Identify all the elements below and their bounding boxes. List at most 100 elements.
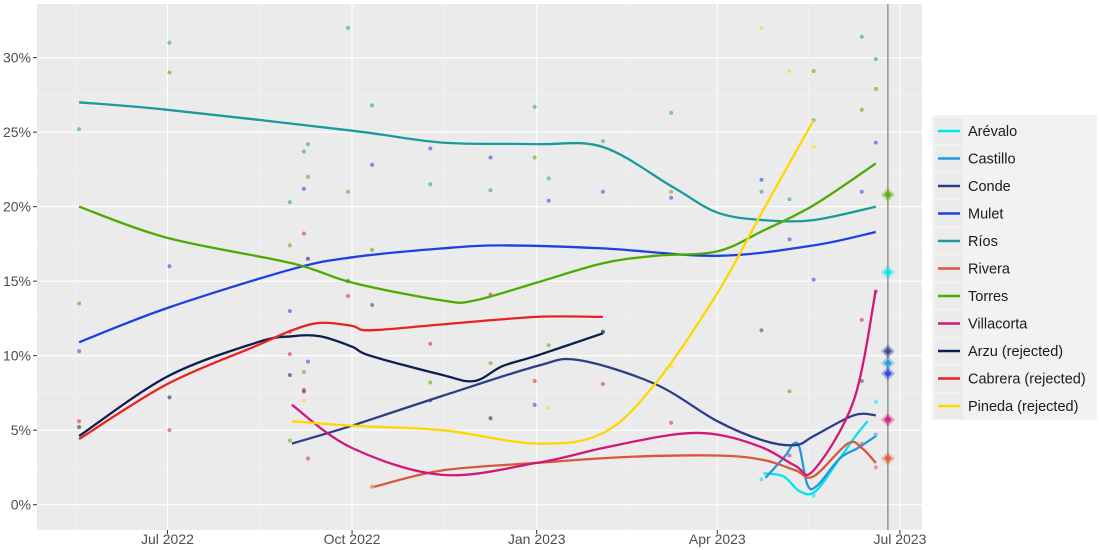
- poll-point-mulet: [811, 277, 816, 282]
- poll-point-mulet: [873, 140, 878, 145]
- poll-point-mulet: [759, 177, 764, 182]
- trend-line-torres: [78, 162, 877, 304]
- poll-point-torres: [287, 438, 292, 443]
- poll-point-conde: [859, 378, 864, 383]
- poll-point-pineda-rejected: [787, 69, 792, 74]
- y-axis: 0% 5% 10% 15% 20% 25% 30%: [3, 50, 37, 513]
- poll-point-pineda-rejected: [811, 145, 816, 150]
- legend-label-torres: Torres: [968, 289, 1008, 305]
- poll-point-torres: [428, 380, 433, 385]
- poll-point-r-os: [488, 188, 493, 193]
- gridlines: [37, 4, 922, 530]
- poll-point-mulet: [428, 146, 433, 151]
- poll-point-arzu-rejected: [488, 416, 493, 421]
- x-tick-label: Apr 2023: [689, 531, 746, 547]
- poll-point-mulet: [600, 189, 605, 194]
- poll-point-rivera: [873, 465, 878, 470]
- x-tick-label: Jul 2023: [873, 531, 926, 547]
- poll-point-torres: [546, 343, 551, 348]
- poll-point-mulet: [370, 162, 375, 167]
- poll-point-torres: [669, 189, 674, 194]
- poll-point-torres: [811, 69, 816, 74]
- result-marker-core-castillo: [883, 359, 892, 368]
- poll-point-villacorta: [859, 317, 864, 322]
- y-tick-label: 15%: [3, 273, 31, 289]
- y-tick-label: 5%: [11, 422, 31, 438]
- x-tick-label: Jan 2023: [508, 531, 566, 547]
- x-tick-label: Jul 2022: [141, 531, 194, 547]
- poll-point-cabrera-rejected: [600, 381, 605, 386]
- poll-point-r-os: [600, 139, 605, 144]
- poll-point-r-os: [167, 40, 172, 45]
- poll-point-torres: [346, 189, 351, 194]
- poll-point-r-os: [301, 149, 306, 154]
- trend-line-mulet: [78, 230, 877, 344]
- poll-point-mulet: [787, 237, 792, 242]
- poll-point-r-os: [859, 34, 864, 39]
- poll-point-cabrera-rejected: [301, 387, 306, 392]
- poll-point-arzu-rejected: [77, 425, 82, 430]
- poll-point-ar-valo: [759, 477, 764, 482]
- poll-point-mulet: [305, 359, 310, 364]
- y-tick-label: 10%: [3, 348, 31, 364]
- poll-point-mulet: [287, 308, 292, 313]
- poll-point-r-os: [305, 142, 310, 147]
- poll-point-conde: [370, 302, 375, 307]
- trend-line-pineda-rejected: [291, 119, 815, 445]
- poll-point-r-os: [546, 176, 551, 181]
- y-tick-label: 20%: [3, 199, 31, 215]
- poll-point-mulet: [77, 349, 82, 354]
- legend-label-arzu-rejected: Arzu (rejected): [968, 344, 1063, 360]
- poll-point-villacorta: [787, 453, 792, 458]
- legend-label-ar-valo: Arévalo: [968, 124, 1017, 140]
- poll-point-cabrera-rejected: [428, 341, 433, 346]
- result-marker-core-rivera: [883, 454, 892, 463]
- trend-line-ar-valo: [763, 420, 869, 496]
- poll-point-r-os: [532, 104, 537, 109]
- x-axis: Jul 2022 Oct 2022 Jan 2023 Apr 2023 Jul 2023: [141, 530, 927, 547]
- poll-point-ar-valo: [811, 493, 816, 498]
- poll-point-arzu-rejected: [167, 395, 172, 400]
- legend-label-castillo: Castillo: [968, 152, 1016, 168]
- legend-label-cabrera-rejected: Cabrera (rejected): [968, 372, 1086, 388]
- legend-label-mulet: Mulet: [968, 207, 1003, 223]
- trend-line-villacorta: [291, 289, 877, 477]
- poll-point-mulet: [859, 189, 864, 194]
- poll-point-cabrera-rejected: [532, 378, 537, 383]
- poll-point-arzu-rejected: [287, 373, 292, 378]
- result-marker-core-ar-valo: [883, 268, 892, 277]
- result-marker-core-conde: [883, 347, 892, 356]
- trend-line-cabrera-rejected: [78, 315, 603, 441]
- poll-point-torres: [859, 107, 864, 112]
- poll-point-villacorta: [669, 420, 674, 425]
- poll-point-torres: [167, 70, 172, 75]
- poll-point-torres: [305, 174, 310, 179]
- legend-label-r-os: Ríos: [968, 234, 998, 250]
- poll-point-torres: [532, 155, 537, 160]
- poll-point-torres: [488, 361, 493, 366]
- poll-points: [77, 25, 878, 498]
- poll-point-arzu-rejected: [305, 256, 310, 261]
- poll-point-pineda-rejected: [546, 405, 551, 410]
- poll-point-villacorta: [305, 456, 310, 461]
- poll-point-cabrera-rejected: [301, 231, 306, 236]
- poll-point-r-os: [287, 200, 292, 205]
- trend-lines: [78, 101, 877, 496]
- trend-line-rivera: [373, 440, 877, 488]
- poll-point-r-os: [346, 25, 351, 30]
- poll-point-torres: [287, 243, 292, 248]
- trend-line-castillo: [764, 435, 877, 491]
- legend: Arévalo Castillo Conde Mulet Ríos Rivera Torre…: [932, 115, 1097, 420]
- trend-line-r-os: [78, 101, 877, 223]
- x-tick-label: Oct 2022: [324, 531, 381, 547]
- legend-label-villacorta: Villacorta: [968, 317, 1028, 333]
- poll-point-torres: [301, 370, 306, 375]
- trend-line-conde: [291, 357, 876, 447]
- legend-label-pineda-rejected: Pineda (rejected): [968, 399, 1078, 415]
- poll-point-mulet: [167, 264, 172, 269]
- poll-point-r-os: [787, 197, 792, 202]
- poll-point-pineda-rejected: [759, 25, 764, 30]
- y-tick-label: 25%: [3, 124, 31, 140]
- poll-point-r-os: [669, 110, 674, 115]
